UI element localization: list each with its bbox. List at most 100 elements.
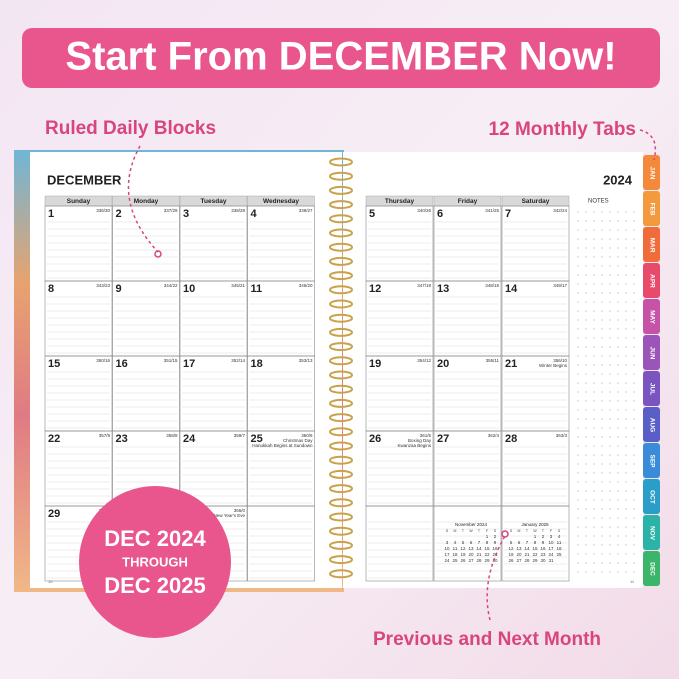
note-dot [585, 499, 587, 501]
note-dot [593, 319, 595, 321]
arrow-dot [154, 250, 162, 258]
note-dot [585, 490, 587, 492]
note-dot [577, 319, 579, 321]
note-dot [609, 355, 611, 357]
note-dot [585, 409, 587, 411]
spiral-ring [329, 299, 353, 309]
note-dot [593, 283, 595, 285]
note-dot [609, 490, 611, 492]
note-dot [593, 247, 595, 249]
note-dot [609, 211, 611, 213]
note-dot [601, 436, 603, 438]
right-page [343, 152, 643, 588]
note-dot [585, 391, 587, 393]
note-dot [593, 346, 595, 348]
note-dot [609, 265, 611, 267]
note-dot [609, 319, 611, 321]
note-dot [585, 256, 587, 258]
weekday: Saturday [522, 198, 550, 205]
mini-day: 27 [468, 558, 474, 563]
day-number: 3 [183, 208, 189, 220]
day-count: 343/23 [96, 283, 110, 288]
day-count: 349/17 [553, 283, 567, 288]
mini-day: 24 [548, 552, 554, 557]
note-dot [585, 328, 587, 330]
spiral-ring [329, 200, 353, 210]
note-dot [601, 346, 603, 348]
mini-day: 12 [508, 546, 514, 551]
note-dot [585, 274, 587, 276]
note-dot [633, 544, 635, 546]
holiday: Boxing Day [408, 438, 432, 443]
day-count: 339/27 [299, 208, 313, 213]
mini-day: 1 [534, 534, 537, 539]
note-dot [617, 409, 619, 411]
day-number: 17 [183, 358, 195, 370]
note-dot [577, 310, 579, 312]
note-dot [617, 328, 619, 330]
spiral-ring [329, 256, 353, 266]
badge-text: DEC 2025 [104, 573, 206, 598]
mini-day: 30 [540, 558, 546, 563]
note-dot [625, 229, 627, 231]
note-dot [617, 544, 619, 546]
mini-weekday: S [510, 529, 513, 533]
day-count: 337/29 [164, 208, 178, 213]
day-count: 352/14 [231, 358, 245, 363]
day-number: 10 [183, 283, 195, 295]
note-dot [577, 445, 579, 447]
note-dot [585, 283, 587, 285]
note-dot [601, 445, 603, 447]
note-dot [585, 454, 587, 456]
note-dot [625, 472, 627, 474]
note-dot [617, 463, 619, 465]
note-dot [577, 346, 579, 348]
note-dot [625, 220, 627, 222]
spiral-ring [329, 271, 353, 281]
note-dot [625, 427, 627, 429]
note-dot [633, 526, 635, 528]
mini-day: 26 [460, 558, 466, 563]
mini-day: 5 [510, 540, 513, 545]
note-dot [609, 535, 611, 537]
note-dot [593, 274, 595, 276]
note-dot [617, 319, 619, 321]
weekday: Friday [458, 198, 478, 205]
note-dot [609, 562, 611, 564]
month-tab [643, 479, 660, 514]
mini-weekday: F [550, 529, 552, 533]
spiral-ring [329, 484, 353, 494]
weekday: Monday [134, 198, 159, 205]
note-dot [625, 445, 627, 447]
mini-day: 16 [540, 546, 546, 551]
mini-day: 23 [540, 552, 546, 557]
note-dot [593, 490, 595, 492]
arrow [127, 145, 159, 253]
note-dot [633, 355, 635, 357]
note-dot [577, 481, 579, 483]
day-number: 5 [369, 208, 375, 220]
note-dot [609, 283, 611, 285]
note-dot [585, 355, 587, 357]
note-dot [601, 328, 603, 330]
badge-text: DEC 2024 [104, 526, 206, 551]
note-dot [617, 508, 619, 510]
day-count: 345/21 [231, 283, 245, 288]
note-dot [585, 211, 587, 213]
note-dot [617, 427, 619, 429]
mini-weekday: T [462, 529, 465, 533]
note-dot [609, 328, 611, 330]
note-dot [633, 409, 635, 411]
note-dot [617, 535, 619, 537]
note-dot [593, 409, 595, 411]
note-dot [601, 373, 603, 375]
note-dot [593, 355, 595, 357]
note-dot [577, 427, 579, 429]
note-dot [617, 310, 619, 312]
note-dot [625, 274, 627, 276]
mini-weekday: T [542, 529, 545, 533]
day-count: 363/3 [556, 433, 568, 438]
note-dot [617, 472, 619, 474]
note-dot [577, 274, 579, 276]
day-number: 19 [369, 358, 381, 370]
